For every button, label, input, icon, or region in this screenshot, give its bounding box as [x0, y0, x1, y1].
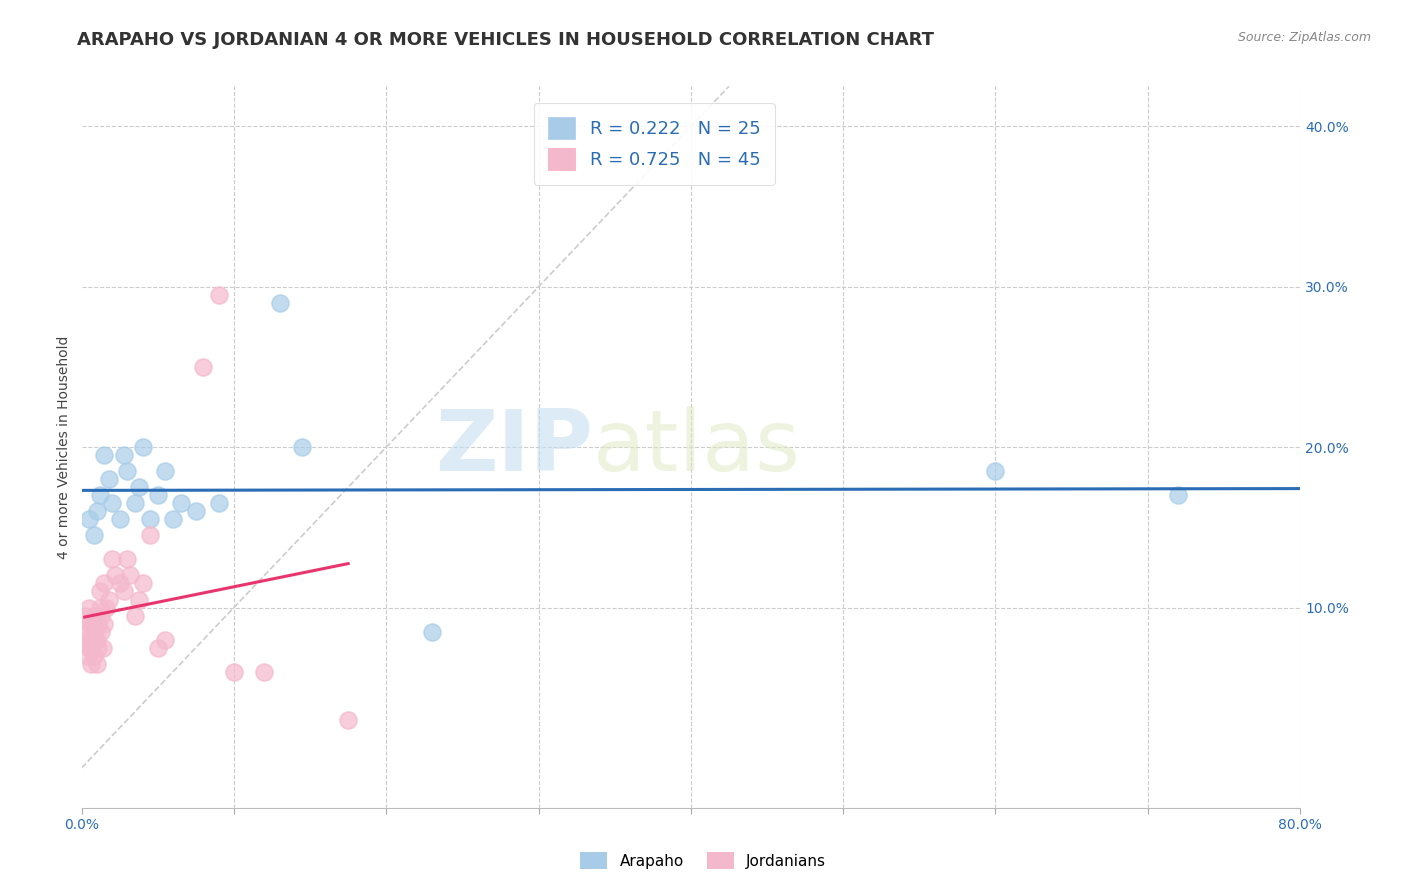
Point	[83, 648, 105, 663]
Point	[90, 608, 112, 623]
Point	[120, 568, 142, 582]
Point	[155, 632, 177, 647]
Point	[93, 448, 115, 462]
Point	[87, 640, 110, 655]
Point	[131, 440, 153, 454]
Point	[124, 496, 146, 510]
Point	[117, 464, 139, 478]
Point	[108, 576, 131, 591]
Text: atlas: atlas	[593, 406, 801, 489]
Point	[169, 496, 191, 510]
Point	[131, 576, 153, 591]
Point	[77, 640, 100, 655]
Point	[89, 488, 111, 502]
Point	[94, 600, 117, 615]
Point	[80, 657, 103, 671]
Point	[146, 640, 169, 655]
Point	[208, 288, 231, 302]
Point	[1167, 488, 1189, 502]
Point	[984, 464, 1007, 478]
Point	[91, 640, 114, 655]
Point	[77, 512, 100, 526]
Point	[86, 657, 108, 671]
Y-axis label: 4 or more Vehicles in Household: 4 or more Vehicles in Household	[58, 335, 72, 559]
Point	[291, 440, 314, 454]
Point	[83, 624, 105, 639]
Point	[184, 504, 207, 518]
Text: ARAPAHO VS JORDANIAN 4 OR MORE VEHICLES IN HOUSEHOLD CORRELATION CHART: ARAPAHO VS JORDANIAN 4 OR MORE VEHICLES …	[77, 31, 935, 49]
Point	[108, 512, 131, 526]
Point	[83, 528, 105, 542]
Legend: R = 0.222   N = 25, R = 0.725   N = 45: R = 0.222 N = 25, R = 0.725 N = 45	[534, 103, 775, 185]
Point	[139, 528, 162, 542]
Text: ZIP: ZIP	[436, 406, 593, 489]
Point	[89, 600, 111, 615]
Point	[98, 472, 121, 486]
Point	[76, 648, 98, 663]
Point	[139, 512, 162, 526]
Point	[77, 616, 100, 631]
Legend: Arapaho, Jordanians: Arapaho, Jordanians	[574, 846, 832, 875]
Point	[162, 512, 184, 526]
Point	[222, 665, 245, 679]
Point	[84, 632, 107, 647]
Point	[117, 552, 139, 566]
Point	[146, 488, 169, 502]
Point	[82, 640, 104, 655]
Point	[193, 359, 215, 374]
Point	[84, 608, 107, 623]
Point	[76, 624, 98, 639]
Point	[77, 600, 100, 615]
Point	[128, 592, 150, 607]
Point	[86, 632, 108, 647]
Point	[112, 448, 135, 462]
Point	[89, 584, 111, 599]
Point	[101, 496, 124, 510]
Point	[82, 616, 104, 631]
Point	[253, 665, 276, 679]
Point	[93, 576, 115, 591]
Point	[112, 584, 135, 599]
Point	[93, 616, 115, 631]
Point	[128, 480, 150, 494]
Point	[155, 464, 177, 478]
Point	[98, 592, 121, 607]
Point	[124, 608, 146, 623]
Point	[208, 496, 231, 510]
Point	[90, 624, 112, 639]
Point	[101, 552, 124, 566]
Point	[80, 632, 103, 647]
Point	[269, 296, 291, 310]
Point	[73, 608, 96, 623]
Text: Source: ZipAtlas.com: Source: ZipAtlas.com	[1237, 31, 1371, 45]
Point	[86, 504, 108, 518]
Point	[75, 632, 97, 647]
Point	[420, 624, 443, 639]
Point	[337, 713, 360, 727]
Point	[104, 568, 127, 582]
Point	[87, 616, 110, 631]
